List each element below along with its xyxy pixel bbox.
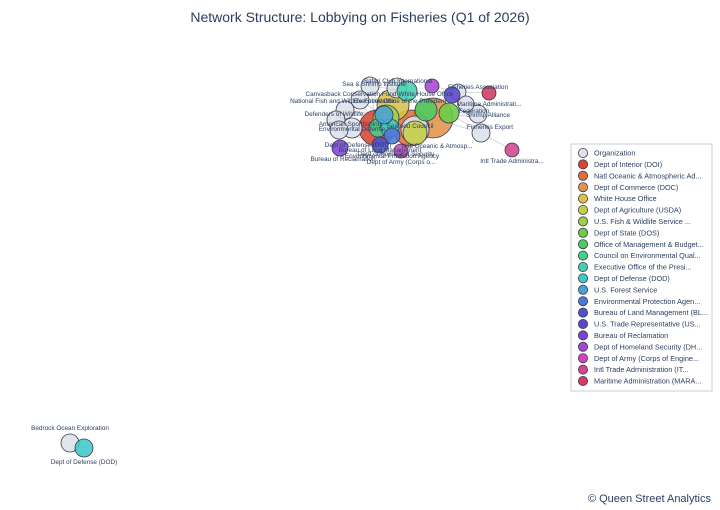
legend-swatch[interactable] [578,193,589,204]
node-a15[interactable] [443,86,461,104]
legend-swatch[interactable] [578,330,589,341]
legend-swatch[interactable] [578,296,589,307]
legend-swatch[interactable] [578,284,589,295]
node-a14[interactable] [371,136,389,154]
node-label-o6: Defenders of Wildlife [305,111,364,118]
node-label-a19: Intl Trade Administra... [480,158,544,165]
node-label-o9: Fisheries Export [467,124,513,131]
node-a19[interactable] [504,142,520,158]
legend-swatch[interactable] [578,239,589,250]
legend-label[interactable]: Bureau of Land Management (BL... [594,308,708,317]
node-o4[interactable] [350,90,370,110]
legend-swatch[interactable] [578,182,589,193]
legend-label[interactable]: Dept of Interior (DOI) [594,160,662,169]
node-a12[interactable] [374,105,394,125]
node-o2[interactable] [360,76,380,96]
node-label-a17: Dept of Homeland Security [358,151,435,158]
legend-swatch[interactable] [578,159,589,170]
legend-label[interactable]: U.S. Fish & Wildlife Service ... [594,217,691,226]
node-a20[interactable] [481,85,497,101]
node-label-a13: Environmental Protection Agency [345,153,440,160]
legend-label[interactable]: Dept of Agriculture (USDA) [594,206,681,215]
node-label-o4: Canvasback Conservation Fund [306,91,397,98]
node-label-a20: Maritime Administrati... [457,101,522,108]
legend-label[interactable]: U.S. Trade Representative (US... [594,320,701,329]
legend-swatch[interactable] [578,170,589,181]
legend-swatch[interactable] [578,261,589,272]
edges-layer [69,85,513,449]
legend-swatch[interactable] [578,341,589,352]
legend-label[interactable]: Dept of Army (Corps of Engine... [594,354,699,363]
legend-swatch[interactable] [578,147,589,158]
node-a7[interactable] [438,102,460,124]
node-label-o7: Shrimp Alliance [466,112,510,119]
node-a5[interactable] [402,120,428,146]
legend-swatch[interactable] [578,353,589,364]
legend-swatch[interactable] [578,273,589,284]
node-label-a11: Dept of Defense (DOD) [325,142,391,149]
legend-label[interactable]: Council on Environmental Qual... [594,251,701,260]
node-a10[interactable] [396,80,418,102]
node-label-o5: National Fish and Wildlife Foundation [290,98,396,105]
legend-label[interactable]: Natl Oceanic & Atmospheric Ad... [594,171,701,180]
node-label-a21: Dept of Defense (DOD) [51,459,117,466]
node-label-o12: Seafood Council [387,123,434,130]
node-a8[interactable] [414,98,438,122]
node-label-a14: Bureau of Land Management [339,147,422,154]
node-label-o3: Fisheries Association [448,84,508,91]
node-o7[interactable] [468,104,488,124]
node-o11[interactable] [329,120,349,140]
legend-box [570,143,713,392]
node-label-o10: Environmental Defense [319,126,386,133]
node-label-o13: Bedrock Ocean Exploration [31,425,109,432]
legend-swatch[interactable] [578,364,589,375]
legend: Organization Dept of Interior (DOI) Natl O… [570,143,713,392]
legend-swatch[interactable] [578,227,589,238]
legend-swatch[interactable] [578,204,589,215]
node-a16[interactable] [331,139,349,157]
node-o9[interactable] [471,123,491,143]
node-label-o1: Safari Club International [364,78,433,85]
chart-title: Network Structure: Lobbying on Fisheries… [190,9,529,25]
node-o8[interactable] [457,95,475,113]
legend-swatch[interactable] [578,375,589,386]
legend-label[interactable]: U.S. Forest Service [594,285,657,294]
legend-swatch[interactable] [578,318,589,329]
legend-swatch[interactable] [578,216,589,227]
legend-label[interactable]: Maritime Administration (MARA... [594,377,701,386]
node-label-a10: Executive Office of the President [354,98,447,105]
legend-label[interactable]: Intl Trade Administration (IT... [594,365,689,374]
legend-label[interactable]: Environmental Protection Agen... [594,297,700,306]
node-label-o11: American Sportfishing [319,121,382,128]
node-label-o8: Federation [459,108,490,115]
node-label-a16: Bureau of Reclamation [310,156,375,163]
node-label-a2: Natl Oceanic & Atmosp... [401,143,472,150]
legend-label[interactable]: Dept of Homeland Security (DH... [594,342,702,351]
legend-label[interactable]: Office of Management & Budget... [594,240,704,249]
legend-label[interactable]: Bureau of Reclamation [594,331,668,340]
legend-label[interactable]: Dept of Commerce (DOC) [594,183,678,192]
legend-swatch[interactable] [578,250,589,261]
legend-label[interactable]: Executive Office of the Presi... [594,263,692,272]
legend-label[interactable]: White House Office [594,194,657,203]
legend-label[interactable]: Organization [594,149,635,158]
node-label-a18: Dept of Army (Corps o... [367,159,436,166]
node-a17[interactable] [424,78,440,94]
node-a18[interactable] [393,143,409,159]
node-a21[interactable] [74,438,94,458]
nodes-layer [60,76,520,458]
legend-swatch[interactable] [578,307,589,318]
legend-label[interactable]: Dept of Defense (DOD) [594,274,670,283]
legend-label[interactable]: Dept of State (DOS) [594,228,659,237]
node-a13[interactable] [383,127,401,145]
node-label-a4: White House Office [399,91,454,98]
credit-text: © Queen Street Analytics [588,493,712,505]
node-label-o2: Sea & Shrimp Institute [342,81,406,88]
